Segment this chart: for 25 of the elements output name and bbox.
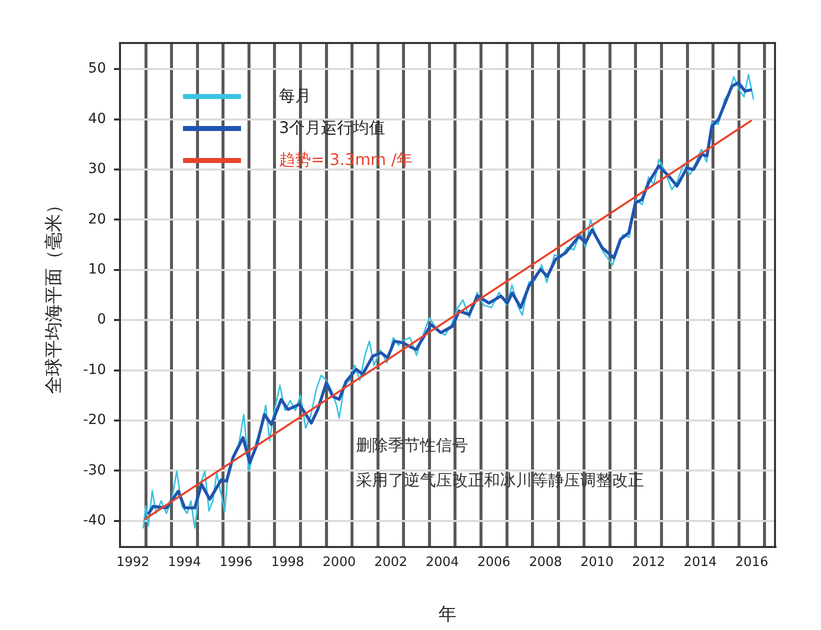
x-tick-label: 2000 [322,555,356,570]
y-tick-label: -40 [83,512,106,529]
y-tick-label: -10 [83,362,106,378]
y-tick-label: -30 [83,462,106,478]
y-axis-title: 全球平均海平面（毫米） [43,196,64,394]
x-tick-label: 1992 [116,555,150,570]
x-tick-label: 2006 [477,555,510,570]
x-tick-label: 2016 [735,555,768,570]
x-tick-label: 2012 [632,555,666,570]
x-tick-label: 2010 [580,555,614,570]
x-tick-label: 1996 [219,555,253,570]
y-tick-label: 0 [97,312,106,328]
x-tick-label: 1994 [168,555,202,570]
y-tick-label: 50 [88,60,106,77]
x-tick-label: 2004 [426,555,459,570]
x-tick-label: 2014 [684,555,717,570]
x-tick-label: 1998 [271,555,304,570]
x-tick-label: 2002 [374,555,408,570]
y-tick-label: 30 [88,161,106,178]
y-tick-label: -20 [83,412,106,428]
x-tick-label: 2008 [528,555,562,570]
y-tick-label: 40 [88,110,106,127]
x-axis-title: 年 [438,604,456,625]
y-tick-label: 20 [88,211,106,228]
y-tick-label: 10 [88,262,106,278]
